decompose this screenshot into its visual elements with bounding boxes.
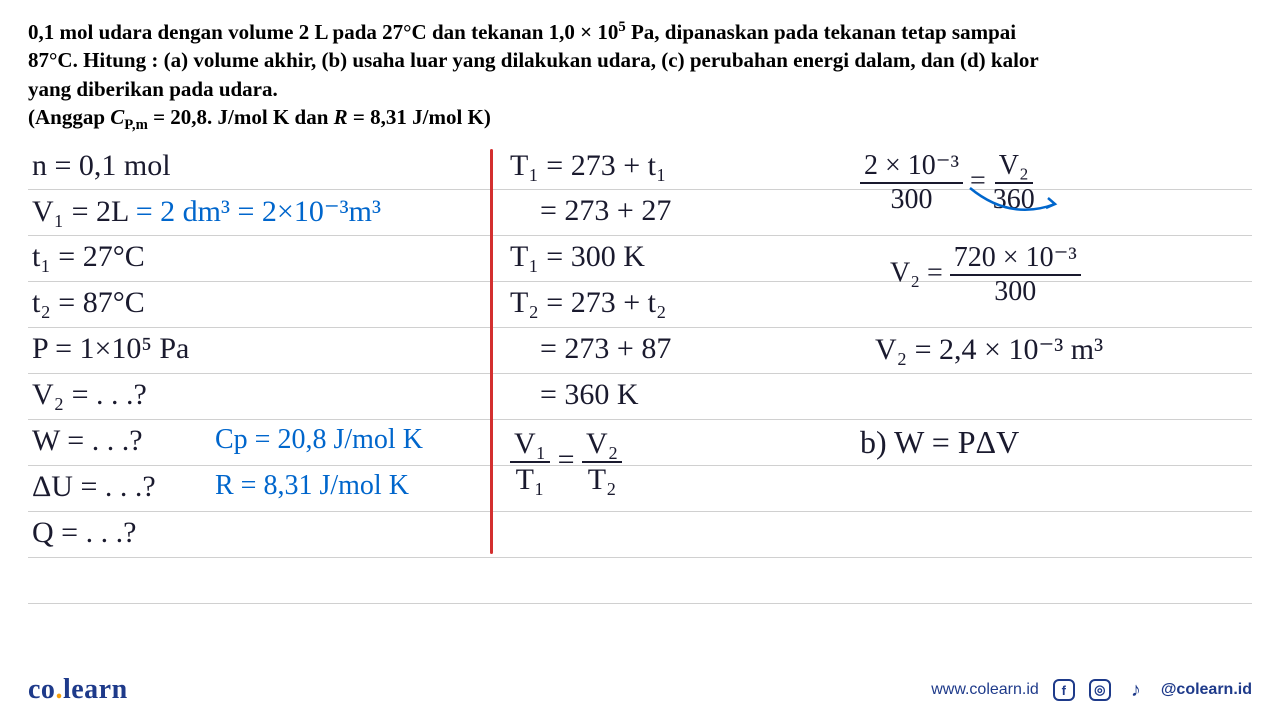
r-value: R = 8,31 J/mol K xyxy=(215,470,409,502)
cp-value: Cp = 20,8 J/mol K xyxy=(215,424,423,456)
work-area: n = 0,1 mol V₁ = 2L = 2 dm³ = 2×10⁻³m³ t… xyxy=(0,144,1280,614)
find-q: Q = . . .? xyxy=(32,516,136,550)
part-b-work: b) W = PΔV xyxy=(860,424,1019,461)
column-divider xyxy=(490,149,493,554)
calc-t2-sub: = 273 + 87 xyxy=(540,332,671,366)
given-t2: t₂ = 87°C xyxy=(32,286,145,320)
problem-line1: 0,1 mol udara dengan volume 2 L pada 27°… xyxy=(28,20,1016,44)
facebook-icon: f xyxy=(1053,679,1075,701)
problem-statement: 0,1 mol udara dengan volume 2 L pada 27°… xyxy=(0,0,1280,144)
instagram-icon: ◎ xyxy=(1089,679,1111,701)
calc-t1-sub: = 273 + 27 xyxy=(540,194,671,228)
footer: co.learn www.colearn.id f ◎ ♪ @colearn.i… xyxy=(0,660,1280,720)
solve-v2-step2: V₂ = 720 × 10⁻³300 xyxy=(890,244,1081,306)
find-du: ΔU = . . .? xyxy=(32,470,156,504)
v2-result: V₂ = 2,4 × 10⁻³ m³ xyxy=(875,332,1103,367)
gay-lussac-eq: V₁T₁ = V₂T₂ xyxy=(510,429,622,495)
find-w: W = . . .? xyxy=(32,424,143,458)
problem-line2: 87°C. Hitung : (a) volume akhir, (b) usa… xyxy=(28,48,1039,72)
find-v2: V₂ = . . .? xyxy=(32,378,147,412)
given-v1: V₁ = 2L = 2 dm³ = 2×10⁻³m³ xyxy=(32,194,381,229)
footer-links: www.colearn.id f ◎ ♪ @colearn.id xyxy=(931,679,1252,701)
calc-t2-eq: T₂ = 273 + t₂ xyxy=(510,286,666,320)
calc-t1-eq: T₁ = 273 + t₁ xyxy=(510,149,666,183)
calc-t2-result: = 360 K xyxy=(540,378,639,412)
website-url: www.colearn.id xyxy=(931,681,1039,699)
calc-t1-result: T₁ = 300 K xyxy=(510,240,645,274)
problem-line3: yang diberikan pada udara. xyxy=(28,77,278,101)
brand-logo: co.learn xyxy=(28,674,128,706)
given-p: P = 1×10⁵ Pa xyxy=(32,332,189,366)
given-t1: t₁ = 27°C xyxy=(32,240,145,274)
tiktok-icon: ♪ xyxy=(1125,679,1147,701)
given-n: n = 0,1 mol xyxy=(32,149,171,183)
social-handle: @colearn.id xyxy=(1161,681,1252,699)
cross-multiply-arrow-icon xyxy=(950,186,1070,226)
problem-line4: (Anggap CP,m = 20,8. J/mol K dan R = 8,3… xyxy=(28,105,491,129)
